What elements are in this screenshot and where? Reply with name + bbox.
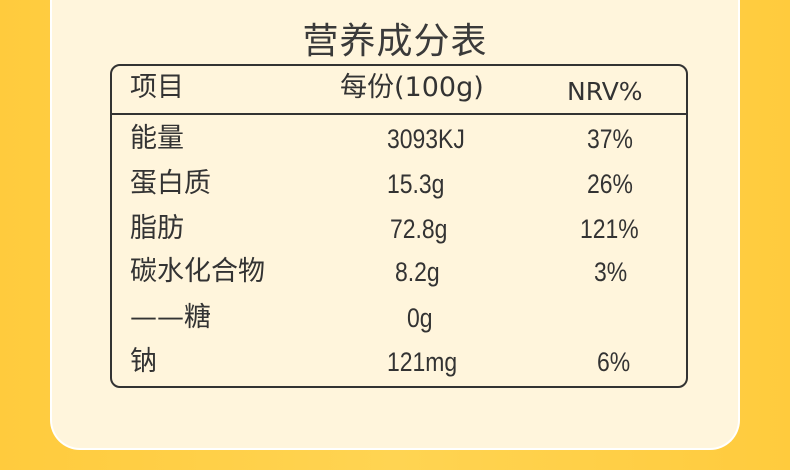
row-nrv: 6% — [597, 347, 631, 377]
row-nrv: 37% — [587, 124, 633, 154]
row-per-serving: 121mg — [387, 347, 458, 377]
header-nrv: NRV% — [567, 77, 643, 106]
nutrition-table: 项目 每份(100g) NRV% 能量 3093KJ 37% 蛋白质 15.3g 26% 脂… — [110, 64, 688, 388]
card-panel — [50, 0, 740, 450]
page-title: 营养成分表 — [302, 21, 488, 62]
row-per-serving: 72.8g — [390, 214, 448, 244]
row-item: ——糖 — [130, 302, 211, 333]
row-per-serving: 15.3g — [387, 169, 445, 199]
row-nrv: 3% — [594, 257, 628, 287]
row-per-serving: 0g — [407, 303, 433, 333]
header-divider — [112, 113, 686, 115]
row-per-serving: 3093KJ — [387, 124, 465, 154]
row-item: 蛋白质 — [130, 168, 211, 199]
header-item: 项目 — [130, 72, 184, 103]
row-item: 钠 — [130, 346, 157, 377]
row-per-serving: 8.2g — [395, 257, 440, 287]
row-item: 能量 — [130, 123, 184, 154]
row-item: 脂肪 — [130, 213, 184, 244]
row-nrv: 26% — [587, 169, 633, 199]
row-item: 碳水化合物 — [130, 256, 265, 287]
row-nrv: 121% — [580, 214, 639, 244]
header-per-serving: 每份(100g) — [340, 72, 484, 103]
